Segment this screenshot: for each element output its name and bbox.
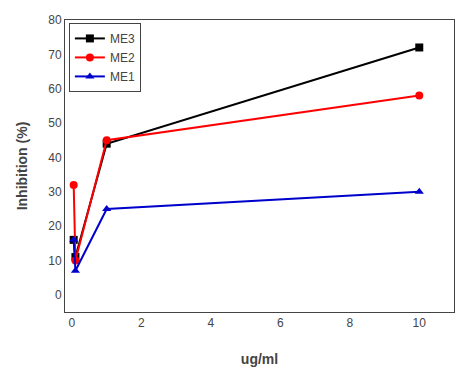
svg-text:Inhibition (%): Inhibition (%)	[14, 122, 30, 211]
svg-text:0: 0	[69, 316, 76, 330]
svg-text:ME2: ME2	[110, 51, 135, 65]
svg-text:20: 20	[48, 219, 62, 233]
svg-text:10: 10	[48, 254, 62, 268]
svg-text:ME3: ME3	[110, 32, 135, 46]
svg-text:8: 8	[346, 316, 353, 330]
svg-text:50: 50	[48, 116, 62, 130]
svg-text:70: 70	[48, 48, 62, 62]
svg-text:2: 2	[138, 316, 145, 330]
svg-text:4: 4	[208, 316, 215, 330]
svg-text:40: 40	[48, 151, 62, 165]
svg-text:ug/ml: ug/ml	[241, 351, 278, 367]
svg-text:ME1: ME1	[110, 70, 135, 84]
svg-text:30: 30	[48, 185, 62, 199]
svg-text:10: 10	[413, 316, 427, 330]
svg-text:80: 80	[48, 13, 62, 27]
svg-text:6: 6	[277, 316, 284, 330]
svg-text:0: 0	[55, 288, 62, 302]
svg-text:60: 60	[48, 82, 62, 96]
